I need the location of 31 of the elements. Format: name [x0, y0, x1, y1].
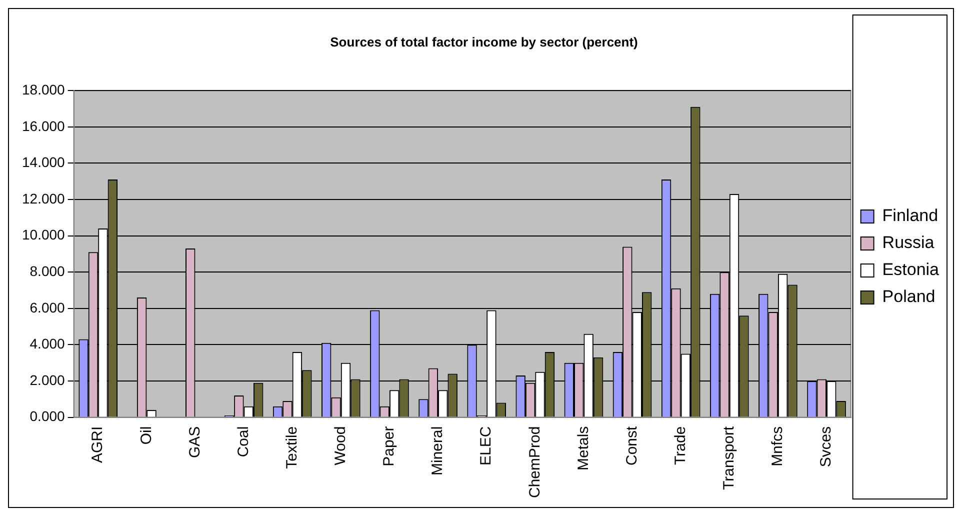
x-tick-label: ELEC [478, 426, 495, 466]
x-tick-label: Mnfcs [769, 426, 786, 466]
y-tick-label: 4.000 [30, 336, 66, 352]
x-tick-label: Const [623, 425, 640, 466]
x-tick-label: Metals [574, 426, 592, 470]
x-tick-label: ChemProd [526, 426, 544, 498]
y-tick-label: 16.000 [22, 118, 66, 134]
legend-label: Finland [882, 206, 938, 226]
x-tick-label: Oil [138, 426, 155, 445]
legend-label: Poland [882, 287, 936, 306]
x-tick-label: GAS [186, 426, 204, 458]
y-tick-label: 8.000 [30, 262, 66, 279]
y-tick-label: 0.000 [30, 408, 66, 424]
x-tick-label: Trade [672, 426, 689, 465]
x-tick-label: Textile [283, 426, 300, 469]
x-tick-label: Svces [818, 426, 835, 468]
x-tick-label: AGRI [89, 426, 106, 463]
y-tick-label: 2.000 [30, 372, 66, 388]
x-tick-label: Mineral [429, 426, 446, 476]
chart-title: Sources of total factor income by sector (percent) [330, 34, 638, 50]
y-tick-label: 6.000 [30, 299, 66, 316]
legend-label: Russia [882, 233, 935, 252]
x-tick-label: Transport [720, 425, 738, 490]
x-tick-label: Wood [332, 426, 350, 466]
y-tick-label: 14.000 [22, 154, 66, 170]
y-tick-label: 18.000 [22, 81, 66, 98]
y-tick-label: 10.000 [22, 226, 66, 243]
y-tick-label: 12.000 [22, 190, 66, 206]
x-tick-label: Paper [380, 426, 398, 466]
x-tick-label: Coal [234, 426, 252, 458]
legend-label: Estonia [882, 260, 940, 280]
